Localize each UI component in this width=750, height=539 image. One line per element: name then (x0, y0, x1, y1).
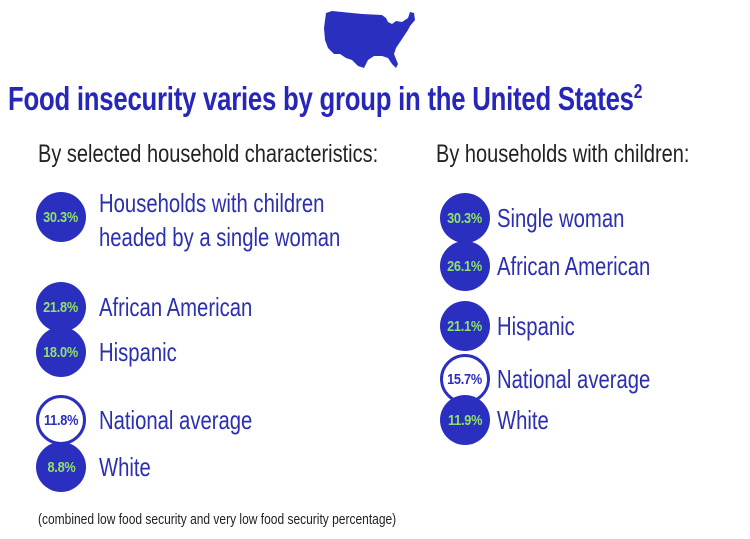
percent-circle: 21.1% (440, 301, 490, 351)
percent-circle: 8.8% (36, 442, 86, 492)
percent-circle: 26.1% (440, 241, 490, 291)
percent-circle: 30.3% (440, 193, 490, 243)
item-label: Hispanic (497, 311, 575, 341)
percent-value: 26.1% (447, 257, 483, 275)
right-heading: By households with children: (436, 140, 690, 168)
percent-value: 11.9% (447, 411, 483, 429)
item-label: National average (99, 405, 253, 435)
percent-value: 30.3% (43, 208, 79, 226)
item-label: African American (497, 251, 651, 281)
percent-circle: 11.8% (36, 395, 86, 445)
page-title: Food insecurity varies by group in the U… (8, 80, 643, 117)
percent-value: 21.8% (43, 298, 79, 316)
item-label: White (497, 405, 549, 435)
item-label: Hispanic (99, 337, 177, 367)
percent-circle: 30.3% (36, 192, 86, 242)
percent-circle: 15.7% (440, 354, 490, 404)
left-heading: By selected household characteristics: (38, 140, 379, 168)
item-label: National average (497, 364, 651, 394)
item-label: African American (99, 292, 253, 322)
percent-value: 18.0% (43, 343, 79, 361)
item-label: White (99, 452, 151, 482)
item-label: headed by a single woman (99, 222, 341, 252)
item-label: Single woman (497, 203, 625, 233)
percent-value: 8.8% (46, 458, 76, 476)
us-map-icon (324, 11, 415, 68)
percent-circle: 18.0% (36, 327, 86, 377)
percent-value: 30.3% (447, 209, 483, 227)
footnote: (combined low food security and very low… (38, 511, 397, 528)
percent-value: 21.1% (447, 317, 483, 335)
percent-circle: 21.8% (36, 282, 86, 332)
percent-value: 15.7% (447, 370, 483, 388)
percent-circle: 11.9% (440, 395, 490, 445)
item-label: Households with children (99, 188, 325, 218)
percent-value: 11.8% (43, 411, 79, 429)
